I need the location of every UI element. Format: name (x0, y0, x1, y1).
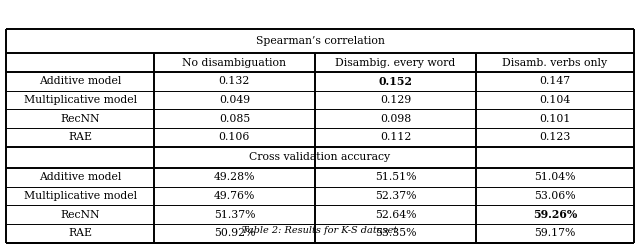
Text: Disamb. verbs only: Disamb. verbs only (502, 58, 607, 68)
Text: 53.06%: 53.06% (534, 191, 576, 201)
Text: 52.37%: 52.37% (375, 191, 417, 201)
Text: 50.92%: 50.92% (214, 228, 255, 238)
Text: 49.28%: 49.28% (214, 172, 255, 182)
Text: 0.132: 0.132 (219, 76, 250, 86)
Text: RecNN: RecNN (60, 209, 100, 220)
Text: 0.152: 0.152 (379, 76, 413, 87)
Text: 0.106: 0.106 (219, 132, 250, 142)
Text: 52.64%: 52.64% (375, 209, 417, 220)
Text: 0.129: 0.129 (380, 95, 412, 105)
Text: Cross validation accuracy: Cross validation accuracy (250, 152, 390, 162)
Text: 0.104: 0.104 (540, 95, 570, 105)
Text: 0.112: 0.112 (380, 132, 412, 142)
Text: 0.147: 0.147 (540, 76, 570, 86)
Text: 59.17%: 59.17% (534, 228, 575, 238)
Text: Multiplicative model: Multiplicative model (24, 191, 137, 201)
Text: Table 2: Results for K-S dataset: Table 2: Results for K-S dataset (243, 226, 397, 235)
Text: 0.123: 0.123 (539, 132, 571, 142)
Text: Spearman’s correlation: Spearman’s correlation (255, 36, 385, 46)
Text: Additive model: Additive model (39, 172, 122, 182)
Text: 59.26%: 59.26% (532, 209, 577, 220)
Text: RAE: RAE (68, 132, 92, 142)
Text: 0.098: 0.098 (380, 114, 412, 124)
Text: No disambiguation: No disambiguation (182, 58, 286, 68)
Text: 0.049: 0.049 (219, 95, 250, 105)
Text: RecNN: RecNN (60, 114, 100, 124)
Text: 49.76%: 49.76% (214, 191, 255, 201)
Text: 0.085: 0.085 (219, 114, 250, 124)
Text: Additive model: Additive model (39, 76, 122, 86)
Text: 51.51%: 51.51% (375, 172, 417, 182)
Text: Disambig. every word: Disambig. every word (335, 58, 456, 68)
Text: 51.04%: 51.04% (534, 172, 575, 182)
Text: Multiplicative model: Multiplicative model (24, 95, 137, 105)
Text: 53.35%: 53.35% (375, 228, 417, 238)
Text: RAE: RAE (68, 228, 92, 238)
Text: 0.101: 0.101 (539, 114, 571, 124)
Text: 51.37%: 51.37% (214, 209, 255, 220)
